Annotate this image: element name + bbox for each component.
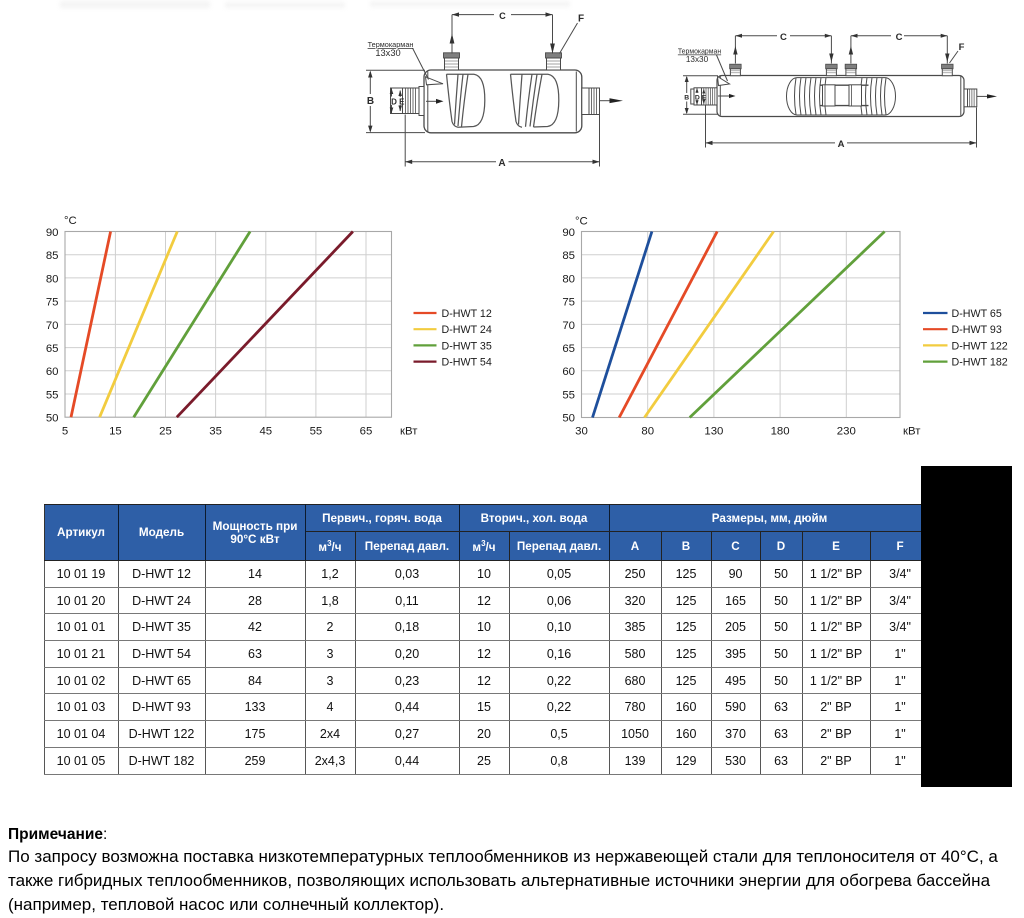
svg-text:Термокарман: Термокарман [368,40,414,49]
svg-text:D-HWT 35: D-HWT 35 [442,340,492,352]
svg-text:C: C [896,32,903,43]
svg-text:D-HWT 12: D-HWT 12 [442,308,492,320]
svg-text:E: E [702,95,707,102]
svg-text:15: 15 [109,426,122,438]
svg-text:80: 80 [641,426,654,438]
svg-text:°C: °C [575,216,588,228]
svg-text:A: A [498,158,505,169]
svg-text:90: 90 [562,227,575,239]
svg-text:35: 35 [209,426,222,438]
svg-text:C: C [499,11,506,21]
svg-text:13х30: 13х30 [375,48,400,58]
svg-text:70: 70 [46,320,59,332]
svg-text:55: 55 [562,389,575,401]
svg-text:D-HWT 122: D-HWT 122 [952,340,1008,352]
svg-text:45: 45 [259,426,272,438]
svg-text:D: D [695,95,700,102]
svg-text:кВт: кВт [903,426,921,438]
svg-text:90: 90 [46,227,59,239]
svg-text:230: 230 [837,426,856,438]
svg-text:25: 25 [159,426,172,438]
svg-text:30: 30 [575,426,588,438]
svg-text:B: B [684,95,689,102]
svg-text:D-HWT 182: D-HWT 182 [952,357,1008,369]
svg-text:65: 65 [360,426,373,438]
svg-text:130: 130 [704,426,723,438]
svg-text:F: F [578,14,584,25]
svg-text:Термокарман: Термокарман [678,49,721,56]
svg-text:C: C [780,32,787,43]
svg-text:60: 60 [46,366,59,378]
svg-text:50: 50 [562,413,575,425]
svg-text:75: 75 [46,297,59,309]
svg-text:70: 70 [562,320,575,332]
svg-text:60: 60 [562,366,575,378]
svg-text:D-HWT 93: D-HWT 93 [952,324,1002,336]
svg-text:50: 50 [46,413,59,425]
svg-text:80: 80 [46,273,59,285]
svg-text:D-HWT 54: D-HWT 54 [442,357,492,369]
svg-text:F: F [959,42,965,53]
svg-text:65: 65 [562,343,575,355]
svg-text:D-HWT 24: D-HWT 24 [442,324,492,336]
svg-text:D-HWT 65: D-HWT 65 [952,308,1002,320]
svg-text:кВт: кВт [400,426,418,438]
svg-text:55: 55 [46,389,59,401]
svg-text:85: 85 [562,250,575,262]
svg-text:180: 180 [771,426,790,438]
svg-text:E: E [399,98,405,107]
svg-text:13х30: 13х30 [686,55,709,64]
svg-text:B: B [367,96,374,107]
svg-text:A: A [838,139,845,150]
svg-text:85: 85 [46,250,59,262]
svg-text:5: 5 [62,426,68,438]
svg-text:°C: °C [64,215,77,227]
svg-text:65: 65 [46,343,59,355]
svg-text:55: 55 [310,426,323,438]
svg-text:75: 75 [562,297,575,309]
svg-text:80: 80 [562,273,575,285]
svg-text:D: D [391,98,397,107]
